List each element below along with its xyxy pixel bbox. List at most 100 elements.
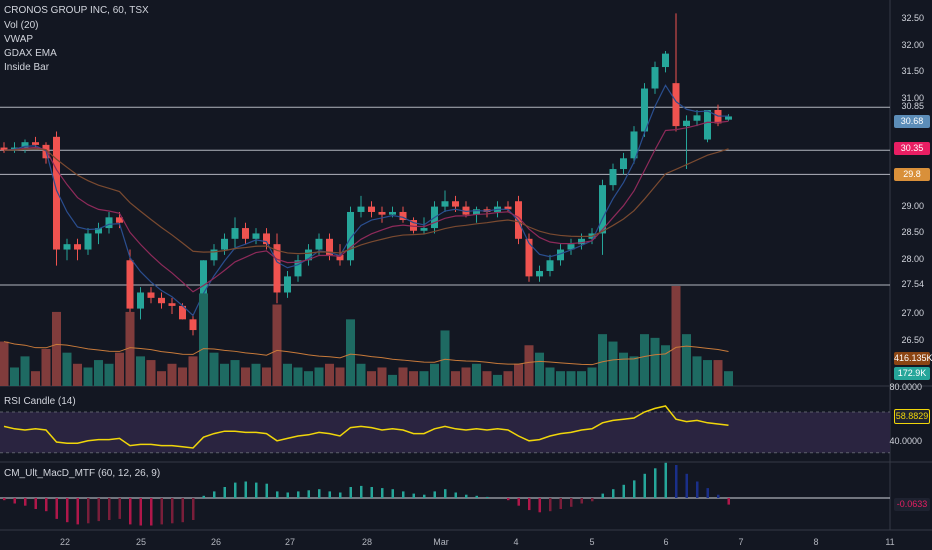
macd-histogram-bar (265, 483, 268, 498)
volume-bar (482, 371, 492, 386)
rsi-bottom-label: 40.0000 (889, 436, 922, 446)
macd-histogram-bar (286, 492, 289, 498)
candle-body (462, 206, 470, 215)
price-badge: 416.135K (894, 352, 932, 365)
macd-histogram-bar (433, 491, 436, 498)
volume-bar (640, 334, 649, 386)
macd-histogram-bar (223, 487, 226, 498)
candle-body (662, 53, 669, 68)
volume-bar (409, 371, 418, 386)
price-axis-tick: 28.00 (901, 254, 924, 265)
candle-body (515, 201, 522, 239)
volume-bar (419, 371, 429, 386)
volume-bar (556, 371, 565, 386)
x-axis-tick: 11 (885, 537, 895, 547)
macd-histogram-bar (34, 498, 37, 509)
macd-histogram-bar (181, 498, 184, 523)
volume-bar (545, 367, 555, 386)
volume-bar (713, 360, 723, 386)
candle-body (305, 249, 312, 261)
macd-histogram-bar (307, 490, 310, 498)
x-axis-tick: 6 (663, 537, 669, 547)
candle-body (578, 238, 585, 245)
macd-histogram-bar (244, 481, 247, 498)
candle-body (63, 244, 71, 250)
x-axis-tick: 25 (135, 537, 147, 547)
macd-histogram-bar (213, 491, 216, 498)
candle-body (399, 211, 407, 221)
macd-histogram-bar (55, 498, 58, 519)
macd-histogram-bar (612, 489, 615, 498)
volume-bar (20, 356, 30, 386)
volume-bar (629, 356, 639, 386)
volume-bar (146, 360, 156, 386)
volume-bar (514, 363, 523, 386)
price-badge: 172.9K (894, 367, 930, 380)
candle-body (567, 244, 575, 250)
price-badge: 30.35 (894, 142, 930, 155)
volume-legend[interactable]: Vol (20) (4, 20, 39, 31)
macd-histogram-bar (339, 492, 342, 498)
candle-body (294, 260, 302, 277)
symbol-legend[interactable]: CRONOS GROUP INC, 60, TSX (4, 5, 149, 16)
volume-bar (325, 363, 334, 386)
volume-bar (461, 367, 471, 386)
volume-bar (493, 374, 502, 386)
macd-histogram-bar (570, 498, 573, 507)
ema-legend[interactable]: GDAX EMA (4, 48, 57, 59)
macd-histogram-bar (370, 487, 373, 498)
x-axis-tick: 22 (59, 537, 71, 547)
macd-histogram-bar (3, 498, 6, 501)
rsi-pane (0, 405, 890, 454)
candle-body (441, 201, 449, 207)
volume-bar (335, 367, 345, 386)
volume-bar (682, 334, 691, 386)
rsi-legend[interactable]: RSI Candle (14) (4, 396, 76, 407)
volume-bar (598, 334, 607, 386)
vwap-legend[interactable]: VWAP (4, 34, 34, 45)
macd-histogram-bar (24, 498, 27, 506)
volume-bar (503, 371, 513, 386)
volume-bar (577, 371, 586, 386)
volume-bar (451, 371, 460, 386)
volume-bar (293, 367, 303, 386)
candle-body (105, 217, 113, 229)
candle-body (137, 292, 144, 309)
volume-bar (587, 367, 597, 386)
macd-histogram-bar (360, 485, 363, 498)
volume-bar (566, 371, 576, 386)
candle-body (504, 206, 512, 210)
candle-body (315, 238, 323, 250)
macd-histogram-bar (160, 498, 163, 525)
candle-body (410, 220, 417, 231)
macd-histogram-bar (444, 489, 447, 498)
candle-body (284, 276, 291, 293)
candle-body (368, 206, 375, 212)
inside-bar-legend[interactable]: Inside Bar (4, 62, 50, 73)
candle-body (599, 185, 606, 234)
volume-bar (41, 348, 51, 386)
volume-bar (262, 367, 271, 386)
price-axis-tick: 30.85 (901, 101, 924, 112)
price-axis-tick: 31.50 (901, 66, 924, 77)
candle-body (536, 271, 543, 277)
volume-bar (178, 367, 187, 386)
candle-body (242, 228, 249, 239)
candle-series (0, 13, 732, 347)
volume-bar (440, 330, 450, 386)
macd-histogram-bar (465, 494, 468, 498)
candle-body (714, 109, 722, 124)
macd-histogram-bar (297, 491, 300, 498)
volume-bar (472, 363, 481, 386)
candle-body (620, 158, 627, 170)
macd-legend[interactable]: CM_Ult_MacD_MTF (60, 12, 26, 9) (4, 468, 161, 479)
macd-histogram-bar (538, 498, 541, 513)
macd-histogram-bar (559, 498, 562, 509)
macd-histogram-bar (727, 498, 730, 505)
candle-body (263, 233, 270, 245)
macd-histogram-bar (664, 462, 667, 498)
candle-body (116, 217, 123, 223)
candle-body (452, 201, 459, 207)
